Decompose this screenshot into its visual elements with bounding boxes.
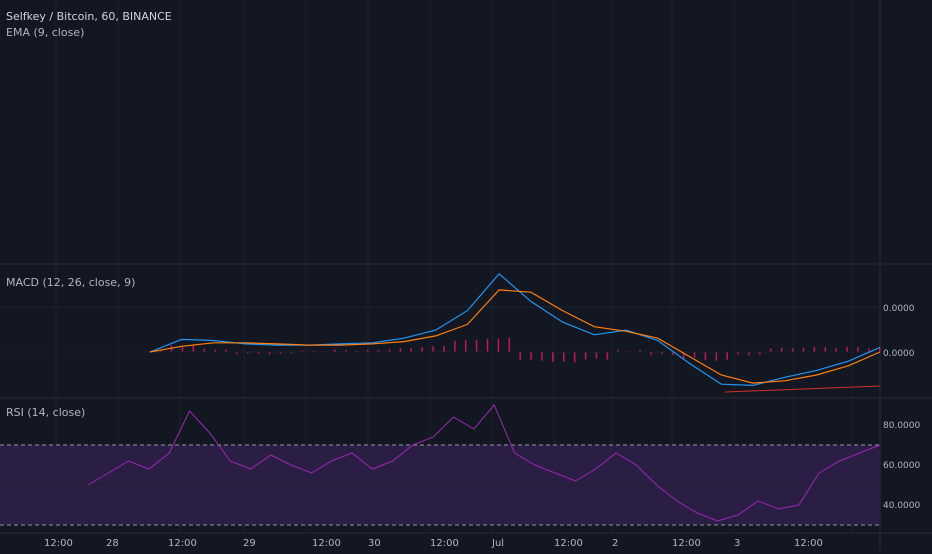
macd-histogram-bar bbox=[399, 348, 402, 352]
macd-histogram-bar bbox=[236, 352, 238, 355]
macd-histogram-bar bbox=[813, 346, 816, 352]
macd-histogram-bar bbox=[791, 348, 794, 352]
ema-indicator-label: EMA (9, close) bbox=[6, 26, 85, 39]
macd-histogram-bar bbox=[759, 352, 761, 355]
time-axis-label: 28 bbox=[106, 538, 119, 549]
macd-histogram-bar bbox=[486, 338, 489, 352]
macd-histogram-bar bbox=[334, 349, 336, 352]
macd-histogram-bar bbox=[617, 349, 620, 352]
macd-histogram-bar bbox=[868, 348, 870, 352]
time-axis-label: 12:00 bbox=[554, 538, 583, 549]
time-axis-label: 30 bbox=[368, 538, 381, 549]
macd-histogram-bar bbox=[802, 347, 805, 352]
signal-line bbox=[149, 289, 881, 384]
macd-histogram-bar bbox=[377, 349, 380, 352]
macd-histogram-bar bbox=[454, 340, 456, 352]
macd-histogram-bar bbox=[192, 345, 195, 352]
macd-histogram-bar bbox=[661, 352, 663, 354]
macd-histogram-bar bbox=[693, 352, 696, 358]
chart-title: Selfkey / Bitcoin, 60, BINANCE bbox=[6, 10, 172, 23]
macd-histogram-bar bbox=[432, 346, 434, 352]
macd-histogram-bar bbox=[879, 347, 881, 352]
macd-histogram-bar bbox=[443, 346, 445, 352]
macd-histogram-bar bbox=[421, 347, 423, 352]
macd-histogram-bar bbox=[715, 352, 718, 361]
macd-line bbox=[149, 272, 881, 387]
rsi-pane-label: RSI (14, close) bbox=[6, 406, 86, 419]
macd-histogram-bar bbox=[497, 338, 500, 352]
macd-histogram-bar bbox=[290, 352, 293, 354]
time-axis-label: 12:00 bbox=[794, 538, 823, 549]
macd-histogram-bar bbox=[225, 349, 227, 352]
macd-histogram-bar bbox=[530, 352, 532, 360]
rsi-axis-label: 40.0000 bbox=[883, 501, 920, 511]
macd-histogram-bar bbox=[770, 348, 772, 352]
macd-axis-label: 0.0000 bbox=[883, 304, 915, 314]
time-axis-label: 12:00 bbox=[430, 538, 459, 549]
macd-histogram-bar bbox=[682, 352, 685, 359]
rsi-axis-label: 60.0000 bbox=[883, 461, 920, 471]
macd-histogram-bar bbox=[606, 352, 609, 360]
macd-histogram-bar bbox=[464, 340, 467, 352]
macd-histogram-bar bbox=[595, 352, 598, 359]
macd-histogram-bar bbox=[388, 349, 391, 352]
time-axis-label: 12:00 bbox=[312, 538, 341, 549]
macd-histogram-bar bbox=[650, 352, 652, 356]
time-axis-label: 12:00 bbox=[44, 538, 73, 549]
rsi-line bbox=[87, 404, 881, 522]
time-axis-label: 29 bbox=[243, 538, 256, 549]
macd-histogram-bar bbox=[846, 347, 848, 352]
macd-pane-label: MACD (12, 26, close, 9) bbox=[6, 276, 136, 289]
time-axis-label: 12:00 bbox=[168, 538, 197, 549]
time-axis-label: 2 bbox=[612, 538, 618, 549]
macd-histogram-bar bbox=[835, 348, 837, 352]
macd-histogram-bar bbox=[541, 352, 543, 361]
macd-histogram-bar bbox=[410, 347, 412, 352]
macd-histogram-bar bbox=[780, 347, 783, 352]
macd-histogram-bar bbox=[159, 350, 162, 352]
macd-histogram-bar bbox=[247, 352, 249, 354]
macd-histogram-bar bbox=[475, 339, 478, 352]
macd-histogram-bar bbox=[639, 349, 641, 352]
macd-histogram-bar bbox=[268, 352, 271, 355]
macd-histogram-bar bbox=[584, 352, 587, 360]
macd-histogram-bar bbox=[214, 349, 216, 352]
macd-histogram-bar bbox=[519, 352, 521, 360]
macd-histogram-bar bbox=[857, 347, 859, 352]
rsi-axis-label: 80.0000 bbox=[883, 421, 920, 431]
macd-histogram-bar bbox=[181, 346, 184, 352]
macd-histogram-bar bbox=[563, 352, 565, 362]
macd-histogram-bar bbox=[366, 349, 369, 352]
time-axis-label: Jul bbox=[491, 538, 504, 549]
macd-histogram-bar bbox=[573, 352, 576, 363]
macd-histogram-bar bbox=[552, 352, 554, 362]
macd-histogram-bar bbox=[508, 337, 511, 352]
macd-histogram-bar bbox=[748, 352, 750, 356]
time-axis-label: 3 bbox=[734, 538, 740, 549]
macd-histogram-bar bbox=[279, 352, 282, 354]
macd-axis-label: 0.0000 bbox=[883, 349, 915, 359]
macd-histogram-bar bbox=[671, 352, 674, 355]
macd-histogram-bar bbox=[704, 352, 707, 361]
macd-histogram-bar bbox=[301, 350, 304, 352]
macd-histogram-bar bbox=[824, 347, 827, 352]
macd-trendline bbox=[724, 385, 881, 393]
macd-histogram-bar bbox=[203, 348, 205, 352]
macd-histogram-bar bbox=[257, 352, 260, 354]
time-axis-label: 12:00 bbox=[672, 538, 701, 549]
macd-histogram-bar bbox=[345, 349, 347, 352]
macd-histogram-bar bbox=[356, 350, 358, 352]
macd-histogram-bar bbox=[726, 352, 728, 360]
macd-histogram-bar bbox=[737, 352, 739, 355]
